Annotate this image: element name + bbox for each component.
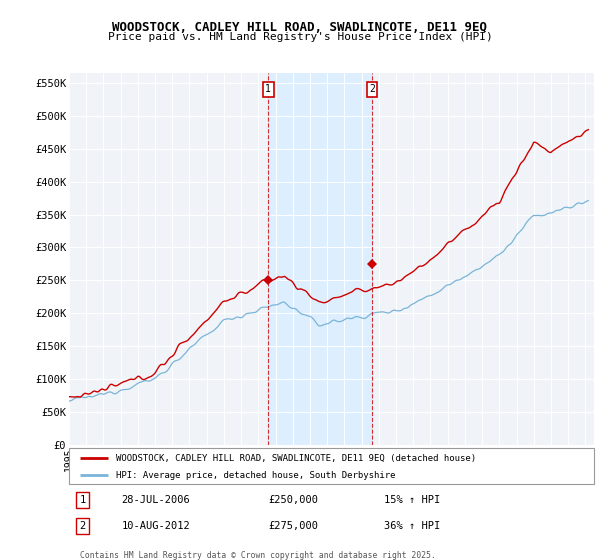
Text: WOODSTOCK, CADLEY HILL ROAD, SWADLINCOTE, DE11 9EQ: WOODSTOCK, CADLEY HILL ROAD, SWADLINCOTE… <box>113 21 487 34</box>
Text: HPI: Average price, detached house, South Derbyshire: HPI: Average price, detached house, Sout… <box>116 471 396 480</box>
Text: 15% ↑ HPI: 15% ↑ HPI <box>384 495 440 505</box>
Text: 10-AUG-2012: 10-AUG-2012 <box>121 521 190 531</box>
Text: 1: 1 <box>265 84 271 94</box>
Text: WOODSTOCK, CADLEY HILL ROAD, SWADLINCOTE, DE11 9EQ (detached house): WOODSTOCK, CADLEY HILL ROAD, SWADLINCOTE… <box>116 454 476 463</box>
Text: Price paid vs. HM Land Registry's House Price Index (HPI): Price paid vs. HM Land Registry's House … <box>107 32 493 43</box>
Text: 2: 2 <box>79 521 86 531</box>
Text: 2: 2 <box>369 84 375 94</box>
Text: Contains HM Land Registry data © Crown copyright and database right 2025.
This d: Contains HM Land Registry data © Crown c… <box>79 551 436 560</box>
FancyBboxPatch shape <box>69 448 594 484</box>
Text: 28-JUL-2006: 28-JUL-2006 <box>121 495 190 505</box>
Text: £250,000: £250,000 <box>269 495 319 505</box>
Text: 1: 1 <box>79 495 86 505</box>
Text: £275,000: £275,000 <box>269 521 319 531</box>
Text: 36% ↑ HPI: 36% ↑ HPI <box>384 521 440 531</box>
Bar <box>268 73 372 445</box>
